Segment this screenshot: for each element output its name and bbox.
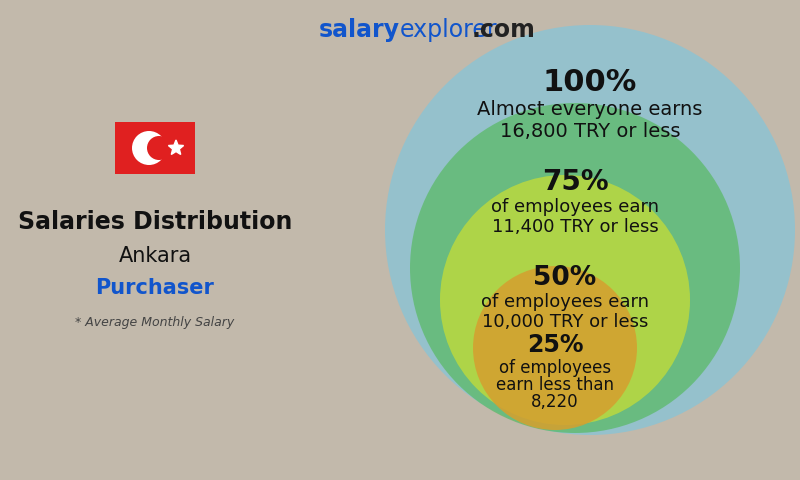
Polygon shape: [168, 140, 184, 155]
Text: earn less than: earn less than: [496, 376, 614, 394]
Text: 10,000 TRY or less: 10,000 TRY or less: [482, 313, 648, 331]
Circle shape: [147, 136, 171, 160]
Text: 75%: 75%: [542, 168, 608, 196]
Text: Salaries Distribution: Salaries Distribution: [18, 210, 292, 234]
Text: * Average Monthly Salary: * Average Monthly Salary: [75, 316, 234, 329]
Circle shape: [385, 25, 795, 435]
Circle shape: [440, 175, 690, 425]
Text: 8,220: 8,220: [531, 393, 579, 411]
Text: .com: .com: [472, 18, 536, 42]
Text: 16,800 TRY or less: 16,800 TRY or less: [500, 122, 680, 141]
Circle shape: [410, 103, 740, 433]
Text: of employees: of employees: [499, 359, 611, 377]
Text: 50%: 50%: [534, 265, 597, 291]
Text: of employees earn: of employees earn: [481, 293, 649, 311]
Circle shape: [473, 266, 637, 430]
Text: Ankara: Ankara: [118, 246, 191, 266]
Text: 100%: 100%: [543, 68, 637, 97]
Text: of employees earn: of employees earn: [491, 198, 659, 216]
Circle shape: [132, 131, 166, 165]
FancyBboxPatch shape: [115, 122, 195, 174]
Text: Almost everyone earns: Almost everyone earns: [478, 100, 702, 119]
Text: salary: salary: [319, 18, 400, 42]
Text: explorer: explorer: [400, 18, 498, 42]
Text: 11,400 TRY or less: 11,400 TRY or less: [492, 218, 658, 236]
Text: Purchaser: Purchaser: [95, 278, 214, 298]
Text: 25%: 25%: [526, 333, 583, 357]
